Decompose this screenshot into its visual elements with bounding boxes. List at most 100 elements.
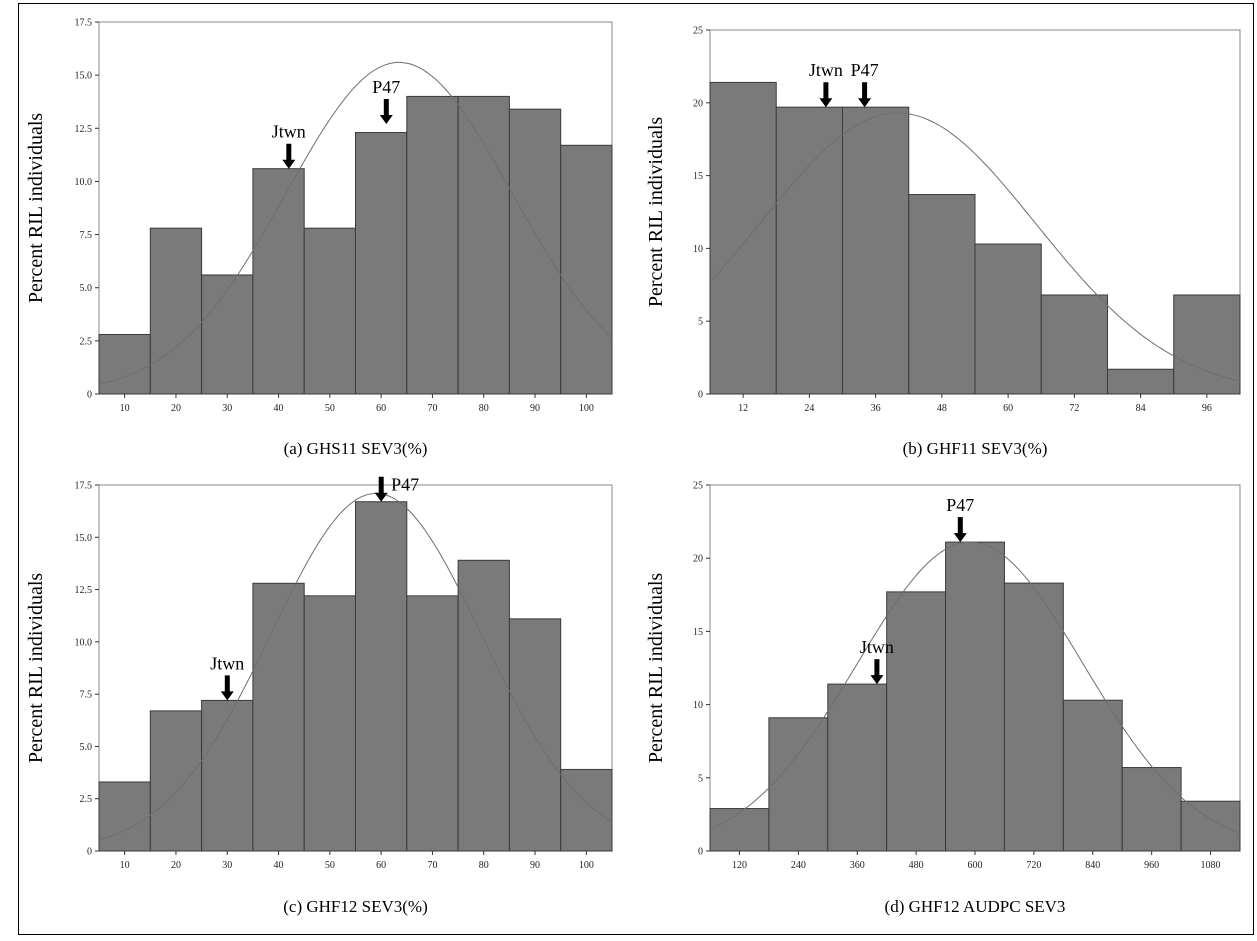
- histogram-bar: [768, 717, 829, 852]
- histogram-bar: [98, 333, 151, 395]
- histogram-bar: [560, 144, 613, 395]
- y-tick-label: 17.5: [75, 18, 93, 29]
- x-tick-label: 960: [1144, 860, 1159, 871]
- histogram-bar: [1107, 368, 1175, 395]
- histogram-bar: [98, 781, 151, 852]
- x-tick-label: 360: [850, 860, 865, 871]
- y-tick-label: 15: [693, 627, 703, 638]
- histogram-bar: [1180, 800, 1241, 852]
- histogram-bar: [457, 559, 510, 852]
- x-tick-label: 70: [427, 860, 437, 871]
- marker-arrow-icon: [374, 476, 388, 502]
- x-tick-label: 600: [968, 860, 983, 871]
- y-tick-label: 2.5: [80, 794, 93, 805]
- histogram-bar: [355, 132, 408, 395]
- x-tick-label: 60: [1003, 403, 1013, 414]
- y-tick-label: 2.5: [80, 336, 93, 347]
- x-tick-label: 70: [427, 403, 437, 414]
- histogram-panel-a: 0 2.5 5.0 7.5 10.0 12.5 15.0 17.5 10 20 30 40 50 60 70…: [25, 18, 613, 458]
- x-tick-label: 10: [120, 860, 130, 871]
- y-tick-label: 5.0: [80, 283, 93, 294]
- y-tick-label: 15.0: [75, 533, 93, 544]
- y-tick-label: 7.5: [80, 230, 93, 241]
- x-tick-label: 60: [376, 403, 386, 414]
- x-tick-label: 24: [804, 403, 814, 414]
- x-tick-label: 100: [579, 403, 594, 414]
- histogram-bar: [945, 541, 1005, 852]
- histogram-bar: [1121, 767, 1182, 852]
- marker-label: P47: [372, 77, 400, 97]
- x-tick-label: 720: [1026, 860, 1041, 871]
- panel-caption-a: (a) GHS11 SEV3(%): [284, 439, 428, 458]
- y-tick-label: 10: [693, 700, 703, 711]
- x-tick-label: 840: [1085, 860, 1100, 871]
- histogram-bar: [508, 618, 562, 852]
- histogram-bar: [508, 108, 562, 395]
- marker-arrow-icon: [953, 517, 967, 543]
- x-tick-label: 20: [171, 860, 181, 871]
- x-tick-label: 480: [909, 860, 924, 871]
- x-tick-label: 100: [579, 860, 594, 871]
- y-tick-label: 7.5: [80, 690, 93, 701]
- histogram-bar: [149, 227, 203, 395]
- y-tick-label: 25: [693, 26, 703, 37]
- y-tick-label: 20: [693, 554, 703, 565]
- x-tick-label: 30: [222, 403, 232, 414]
- y-tick-label: 5: [698, 317, 703, 328]
- x-tick-label: 72: [1069, 403, 1079, 414]
- histogram-bar: [709, 808, 770, 852]
- histogram-panel-c: 0 2.5 5.0 7.5 10.0 12.5 15.0 17.5 10 20 30 40 50 60 70…: [25, 475, 613, 916]
- histogram-bar: [974, 243, 1042, 395]
- marker-arrow-icon: [819, 82, 833, 108]
- y-tick-label: 5.0: [80, 742, 93, 753]
- normal-curve: [709, 112, 1241, 382]
- histogram-bar: [252, 168, 305, 395]
- x-tick-label: 84: [1136, 403, 1146, 414]
- normal-curve: [98, 492, 613, 841]
- x-tick-label: 40: [274, 403, 284, 414]
- histogram-panel-d: 0 5 10 15 20 25 120 240 360 480 600 720 840 960 1080 Pe…: [645, 481, 1241, 916]
- x-tick-label: 60: [376, 860, 386, 871]
- histogram-bar: [201, 274, 254, 395]
- normal-curve: [709, 541, 1241, 834]
- normal-curve: [98, 61, 613, 385]
- y-tick-label: 12.5: [75, 585, 93, 596]
- histogram-bar: [709, 81, 777, 395]
- y-tick-label: 0: [87, 847, 92, 858]
- histogram-bar: [1003, 582, 1064, 852]
- y-axis-label: Percent RIL individuals: [645, 573, 667, 764]
- x-tick-label: 48: [937, 403, 947, 414]
- marker-arrow-icon: [379, 99, 393, 124]
- histogram-bar: [406, 595, 459, 852]
- histogram-bar: [1040, 294, 1108, 395]
- histogram-bar: [842, 106, 910, 395]
- marker-label: Jtwn: [860, 637, 894, 657]
- histogram-bar: [406, 95, 459, 395]
- histogram-bar: [303, 227, 357, 395]
- x-tick-label: 80: [479, 403, 489, 414]
- marker-label: Jtwn: [272, 122, 306, 142]
- histogram-bar: [252, 582, 305, 852]
- histogram-bar: [1062, 699, 1123, 852]
- histogram-bar: [149, 710, 203, 852]
- x-tick-label: 12: [738, 403, 748, 414]
- x-tick-label: 20: [171, 403, 181, 414]
- marker-label: P47: [391, 475, 419, 495]
- histogram-bar: [303, 595, 357, 852]
- histogram-bar: [457, 95, 510, 395]
- marker-arrow-icon: [858, 82, 872, 108]
- histogram-bar: [886, 591, 947, 852]
- y-axis-label: Percent RIL individuals: [25, 113, 47, 304]
- y-tick-label: 15: [693, 171, 703, 182]
- x-tick-label: 240: [791, 860, 806, 871]
- histogram-bar: [775, 106, 843, 395]
- marker-arrow-icon: [220, 675, 234, 701]
- histogram-bar: [201, 699, 254, 852]
- y-tick-label: 10.0: [75, 177, 93, 188]
- y-axis-label: Percent RIL individuals: [645, 117, 667, 308]
- marker-arrow-icon: [282, 143, 296, 169]
- histogram-bar: [560, 768, 613, 852]
- histogram-panel-b: 0 5 10 15 20 25 12 24 36 48 60 72 84 96 Percent RIL in…: [645, 26, 1241, 458]
- x-tick-label: 1080: [1201, 860, 1221, 871]
- histogram-bar: [355, 501, 408, 852]
